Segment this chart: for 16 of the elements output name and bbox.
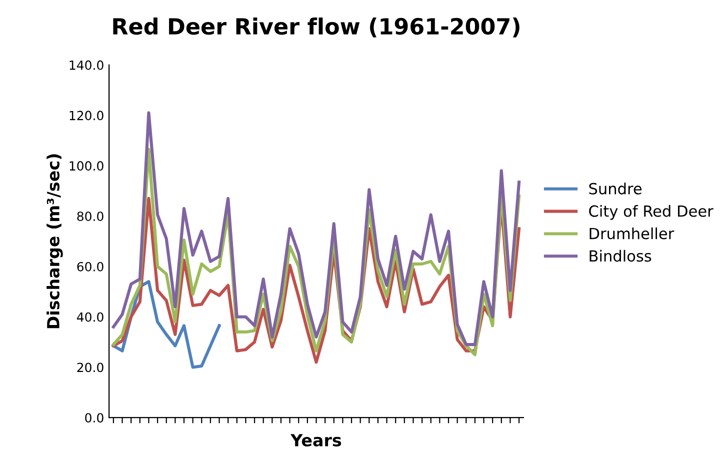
line-series [112,111,521,346]
chart-title: Red Deer River flow (1961-2007) [113,18,520,38]
y-tick-label: 80.0 [77,212,104,222]
y-axis-title: Discharge (m³/sec) [46,154,63,328]
legend-label: Sundre [589,182,642,194]
y-tick-label: 20.0 [77,362,104,372]
legend-label: Drumheller [590,227,674,240]
y-tick-label: 100.0 [70,161,104,171]
y-tick-label: 140.0 [70,60,104,70]
y-tick-label: 0.0 [85,413,104,423]
legend-label: City of Red Deer [589,205,714,220]
x-axis-title: Years [290,434,342,446]
legend-label: Bindloss [590,250,652,262]
y-tick-label: 120.0 [70,110,104,120]
y-tick-label: 60.0 [77,262,104,272]
y-tick-label: 40.0 [76,312,104,322]
